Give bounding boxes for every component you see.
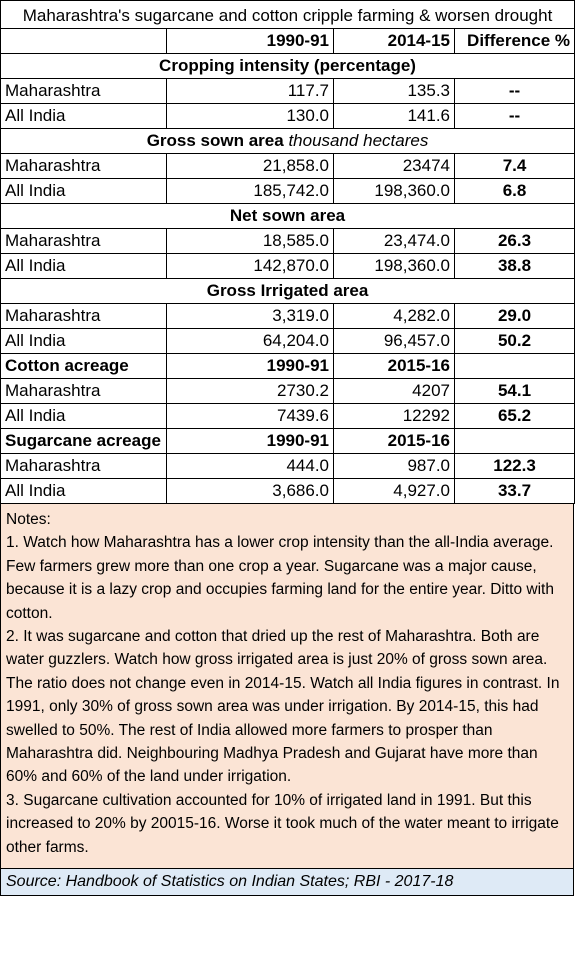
cell-diff: 29.0 [453, 303, 575, 329]
section-col1: 1990-91 [166, 353, 334, 379]
row-name: All India [0, 328, 167, 354]
page-title: Maharashtra's sugarcane and cotton cripp… [0, 0, 575, 29]
header-blank [0, 28, 167, 54]
row-name: Maharashtra [0, 228, 167, 254]
table-row: Maharashtra 2730.2 4207 54.1 [0, 378, 575, 404]
section-col1: 1990-91 [166, 428, 334, 454]
cell-diff: -- [453, 103, 575, 129]
cell-diff: 6.8 [453, 178, 575, 204]
cell-v2: 135.3 [333, 78, 455, 104]
cell-v1: 21,858.0 [166, 153, 334, 179]
cell-v1: 117.7 [166, 78, 334, 104]
cell-diff: 65.2 [453, 403, 575, 429]
row-name: Maharashtra [0, 453, 167, 479]
cell-diff: 33.7 [453, 478, 575, 504]
cell-v2: 987.0 [333, 453, 455, 479]
document: Maharashtra's sugarcane and cotton cripp… [0, 0, 575, 896]
cell-v2: 23,474.0 [333, 228, 455, 254]
section-unit: thousand hectares [288, 131, 429, 150]
note-item-1: 1. Watch how Maharashtra has a lower cro… [6, 534, 554, 622]
cell-v1: 2730.2 [166, 378, 334, 404]
table-row: Maharashtra 18,585.0 23,474.0 26.3 [0, 228, 575, 254]
cell-v1: 3,686.0 [166, 478, 334, 504]
header-col2: 2014-15 [333, 28, 455, 54]
section-label: Sugarcane acreage [0, 428, 167, 454]
table-row: All India 142,870.0 198,360.0 38.8 [0, 253, 575, 279]
cell-v2: 4,282.0 [333, 303, 455, 329]
row-name: Maharashtra [0, 78, 167, 104]
header-col1: 1990-91 [166, 28, 334, 54]
section-label-text: Gross sown area [146, 131, 284, 150]
row-name: Maharashtra [0, 378, 167, 404]
section-col3 [453, 353, 575, 379]
notes-box: Notes: 1. Watch how Maharashtra has a lo… [0, 504, 574, 869]
cell-v2: 12292 [333, 403, 455, 429]
source-line: Source: Handbook of Statistics on Indian… [0, 869, 574, 896]
cell-v2: 4207 [333, 378, 455, 404]
cell-v1: 130.0 [166, 103, 334, 129]
header-col3: Difference % [453, 28, 575, 54]
cell-diff: 26.3 [453, 228, 575, 254]
cell-v2: 141.6 [333, 103, 455, 129]
cell-v1: 64,204.0 [166, 328, 334, 354]
table-row: All India 7439.6 12292 65.2 [0, 403, 575, 429]
cell-v2: 4,927.0 [333, 478, 455, 504]
cell-v2: 198,360.0 [333, 178, 455, 204]
cell-diff: 50.2 [453, 328, 575, 354]
section-sugarcane-acreage: Sugarcane acreage 1990-91 2015-16 [0, 428, 575, 454]
note-item-2: 2. It was sugarcane and cotton that drie… [6, 628, 560, 786]
table-row: Maharashtra 444.0 987.0 122.3 [0, 453, 575, 479]
table-row: All India 64,204.0 96,457.0 50.2 [0, 328, 575, 354]
row-name: Maharashtra [0, 153, 167, 179]
column-header-row: 1990-91 2014-15 Difference % [0, 28, 575, 54]
section-label: Net sown area [0, 203, 575, 229]
cell-v1: 7439.6 [166, 403, 334, 429]
cell-v2: 23474 [333, 153, 455, 179]
section-label: Cropping intensity (percentage) [0, 53, 575, 79]
cell-v1: 185,742.0 [166, 178, 334, 204]
table-row: All India 185,742.0 198,360.0 6.8 [0, 178, 575, 204]
section-label: Gross Irrigated area [0, 278, 575, 304]
cell-diff: 54.1 [453, 378, 575, 404]
cell-v1: 444.0 [166, 453, 334, 479]
section-label: Cotton acreage [0, 353, 167, 379]
data-table: Maharashtra's sugarcane and cotton cripp… [0, 0, 575, 504]
table-row: All India 3,686.0 4,927.0 33.7 [0, 478, 575, 504]
title-row: Maharashtra's sugarcane and cotton cripp… [0, 0, 575, 29]
cell-v1: 18,585.0 [166, 228, 334, 254]
table-row: Maharashtra 3,319.0 4,282.0 29.0 [0, 303, 575, 329]
cell-diff: 38.8 [453, 253, 575, 279]
table-row: Maharashtra 117.7 135.3 -- [0, 78, 575, 104]
row-name: All India [0, 478, 167, 504]
note-item-3: 3. Sugarcane cultivation accounted for 1… [6, 791, 559, 856]
cell-v2: 198,360.0 [333, 253, 455, 279]
section-col2: 2015-16 [333, 428, 455, 454]
cell-v2: 96,457.0 [333, 328, 455, 354]
notes-heading: Notes: [6, 511, 51, 528]
cell-v1: 3,319.0 [166, 303, 334, 329]
cell-v1: 142,870.0 [166, 253, 334, 279]
cell-diff: -- [453, 78, 575, 104]
cell-diff: 7.4 [453, 153, 575, 179]
section-col2: 2015-16 [333, 353, 455, 379]
section-gross-sown-area: Gross sown area thousand hectares [0, 128, 575, 154]
row-name: All India [0, 178, 167, 204]
section-cotton-acreage: Cotton acreage 1990-91 2015-16 [0, 353, 575, 379]
section-label: Gross sown area thousand hectares [0, 128, 575, 154]
row-name: All India [0, 103, 167, 129]
section-col3 [453, 428, 575, 454]
section-gross-irrigated-area: Gross Irrigated area [0, 278, 575, 304]
table-row: All India 130.0 141.6 -- [0, 103, 575, 129]
row-name: Maharashtra [0, 303, 167, 329]
row-name: All India [0, 253, 167, 279]
cell-diff: 122.3 [453, 453, 575, 479]
row-name: All India [0, 403, 167, 429]
section-cropping-intensity: Cropping intensity (percentage) [0, 53, 575, 79]
section-net-sown-area: Net sown area [0, 203, 575, 229]
table-row: Maharashtra 21,858.0 23474 7.4 [0, 153, 575, 179]
